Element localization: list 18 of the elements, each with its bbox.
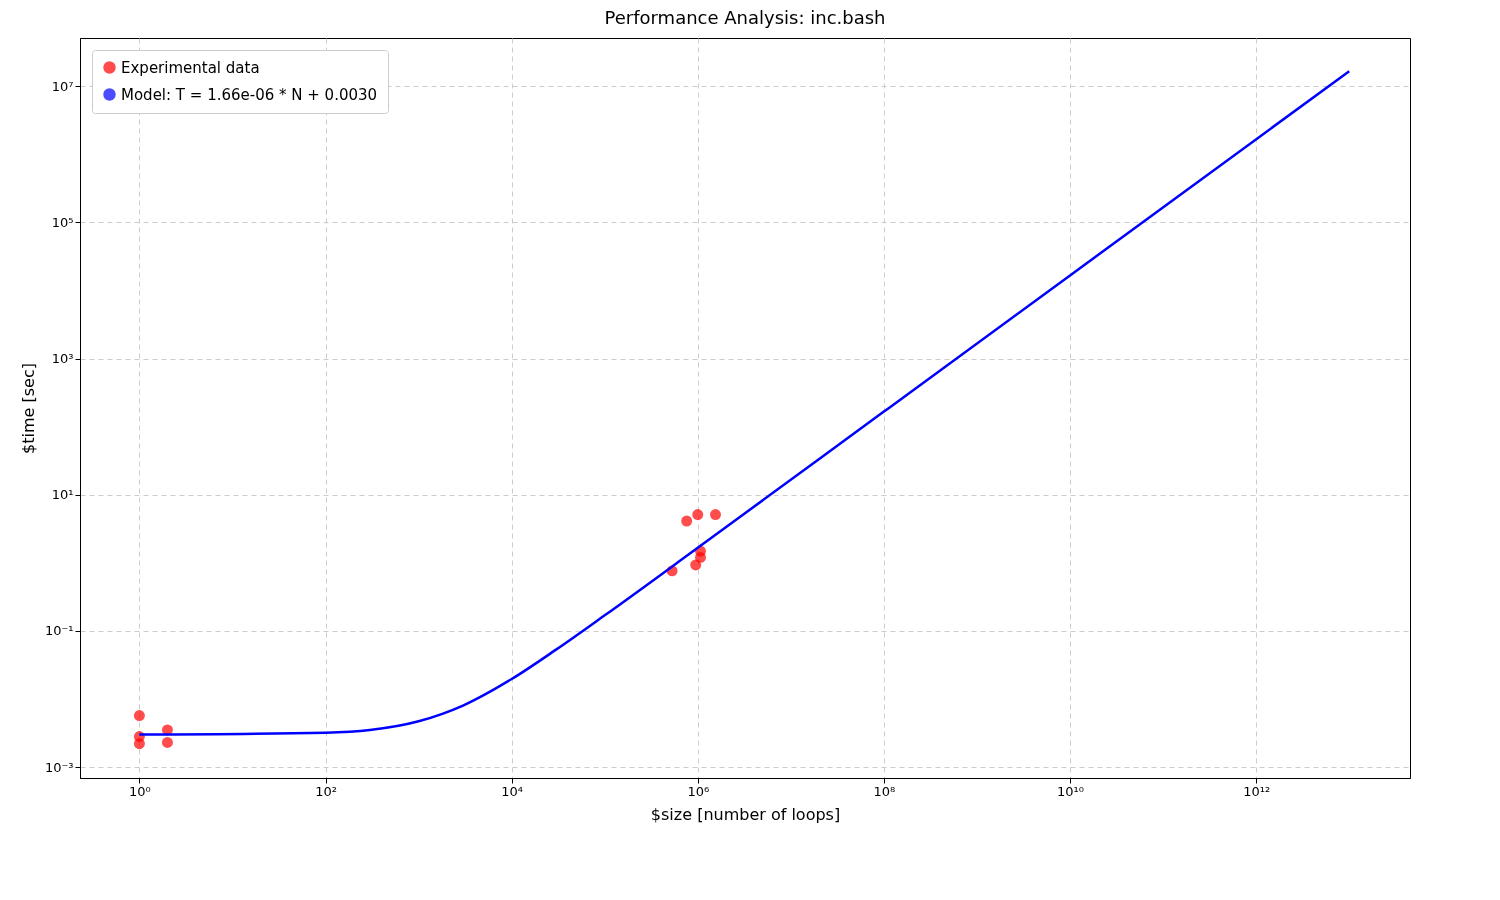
y-tick-label: 10⁷	[51, 78, 74, 94]
x-tick-label: 10²	[315, 783, 337, 799]
legend-label: Model: T = 1.66e-06 * N + 0.0030	[121, 85, 378, 104]
y-tick-label: 10⁵	[51, 214, 74, 230]
x-tick-label: 10⁸	[873, 783, 896, 799]
x-tick-label: 10⁰	[129, 783, 151, 799]
x-tick-label: 10¹⁰	[1057, 783, 1085, 799]
x-tick-label: 10¹²	[1243, 783, 1271, 799]
y-tick-label: 10¹	[51, 487, 74, 503]
y-tick-label: 10⁻¹	[44, 623, 74, 639]
y-tick-label: 10³	[51, 351, 74, 367]
y-tick-label: 10⁻³	[44, 759, 74, 775]
y-axis-title: $time [sec]	[18, 363, 38, 454]
x-tick-label: 10⁴	[501, 783, 524, 799]
x-axis-title: $size [number of loops]	[650, 804, 841, 824]
x-tick-label: 10⁶	[687, 783, 710, 799]
legend-label: Experimental data	[121, 58, 260, 77]
chart-title: Performance Analysis: inc.bash	[604, 7, 886, 28]
